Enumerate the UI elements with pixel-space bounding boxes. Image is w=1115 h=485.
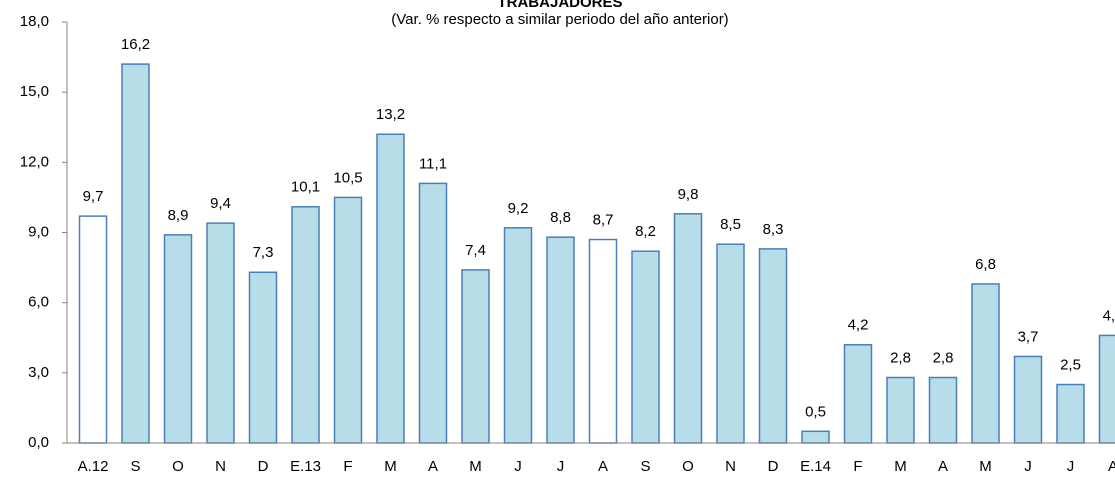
value-label: 13,2	[376, 106, 405, 123]
x-tick-label: D	[768, 458, 779, 475]
value-label: 8,3	[763, 221, 784, 238]
value-label: 8,2	[635, 223, 656, 240]
x-tick-label: J	[1067, 458, 1075, 475]
chart-title: TRABAJADORES	[497, 0, 622, 11]
y-tick-label: 6,0	[28, 294, 49, 311]
y-tick-label: 3,0	[28, 364, 49, 381]
value-label: 10,1	[291, 179, 320, 196]
bar	[588, 238, 618, 444]
value-label: 4,6	[1103, 307, 1115, 324]
value-label: 2,5	[1060, 356, 1081, 373]
value-label: 8,5	[720, 216, 741, 233]
x-tick-label: E.14	[800, 458, 831, 475]
x-tick-label: J	[557, 458, 565, 475]
bar	[78, 215, 108, 444]
y-tick-label: 12,0	[20, 153, 49, 170]
bar	[1098, 334, 1115, 444]
x-tick-label: A	[598, 458, 608, 475]
value-label: 0,5	[805, 403, 826, 420]
bar	[461, 269, 490, 444]
bar	[546, 236, 575, 444]
x-tick-label: D	[258, 458, 269, 475]
bar	[163, 234, 193, 444]
x-tick-label: O	[682, 458, 694, 475]
bar	[631, 250, 660, 444]
bar	[971, 283, 1000, 444]
bar	[843, 344, 873, 444]
x-tick-label: J	[514, 458, 522, 475]
x-tick-label: N	[725, 458, 736, 475]
bar	[206, 222, 235, 444]
value-label: 10,5	[333, 169, 362, 186]
value-label: 3,7	[1018, 328, 1039, 345]
value-label: 7,3	[253, 244, 274, 261]
x-tick-label: A	[428, 458, 438, 475]
bar	[418, 182, 448, 444]
bar	[758, 248, 788, 444]
value-label: 11,1	[419, 155, 447, 172]
bar	[291, 206, 320, 444]
bar	[673, 213, 703, 444]
bar	[333, 196, 363, 444]
y-tick-label: 9,0	[28, 223, 49, 240]
x-tick-label: S	[640, 458, 650, 475]
x-tick-label: S	[130, 458, 140, 475]
value-label: 8,7	[593, 211, 614, 228]
value-label: 2,8	[933, 349, 954, 366]
value-label: 2,8	[890, 349, 911, 366]
bar	[1056, 383, 1085, 444]
y-tick-label: 18,0	[20, 13, 49, 30]
chart-subtitle: (Var. % respecto a similar periodo del a…	[391, 11, 728, 28]
bar	[1013, 355, 1043, 444]
value-label: 9,2	[508, 200, 529, 217]
bar	[716, 243, 745, 444]
bar	[801, 430, 830, 444]
value-label: 8,9	[168, 207, 189, 224]
x-tick-label: F	[343, 458, 352, 475]
value-label: 9,8	[678, 186, 699, 203]
value-label: 7,4	[465, 242, 486, 259]
bar	[248, 271, 278, 444]
x-tick-label: N	[215, 458, 226, 475]
x-tick-label: F	[853, 458, 862, 475]
x-tick-label: M	[384, 458, 397, 475]
bar	[928, 376, 958, 444]
bar	[503, 227, 533, 444]
x-tick-label: O	[172, 458, 184, 475]
x-tick-label: A	[938, 458, 948, 475]
value-label: 6,8	[975, 256, 996, 273]
x-tick-label: M	[469, 458, 482, 475]
x-tick-label: A.12	[78, 458, 109, 475]
bar	[121, 63, 150, 444]
x-tick-label: M	[979, 458, 992, 475]
value-label: 4,2	[848, 317, 869, 334]
y-tick-label: 15,0	[20, 83, 49, 100]
value-label: 9,4	[210, 195, 231, 212]
value-label: 16,2	[121, 36, 150, 53]
y-tick-label: 0,0	[28, 434, 49, 451]
x-tick-label: E.13	[290, 458, 321, 475]
bar	[376, 133, 405, 444]
x-tick-label: A	[1108, 458, 1115, 475]
value-label: 9,7	[83, 188, 104, 205]
x-tick-label: M	[894, 458, 907, 475]
value-label: 8,8	[550, 209, 571, 226]
x-tick-label: J	[1024, 458, 1032, 475]
bar	[886, 376, 915, 444]
